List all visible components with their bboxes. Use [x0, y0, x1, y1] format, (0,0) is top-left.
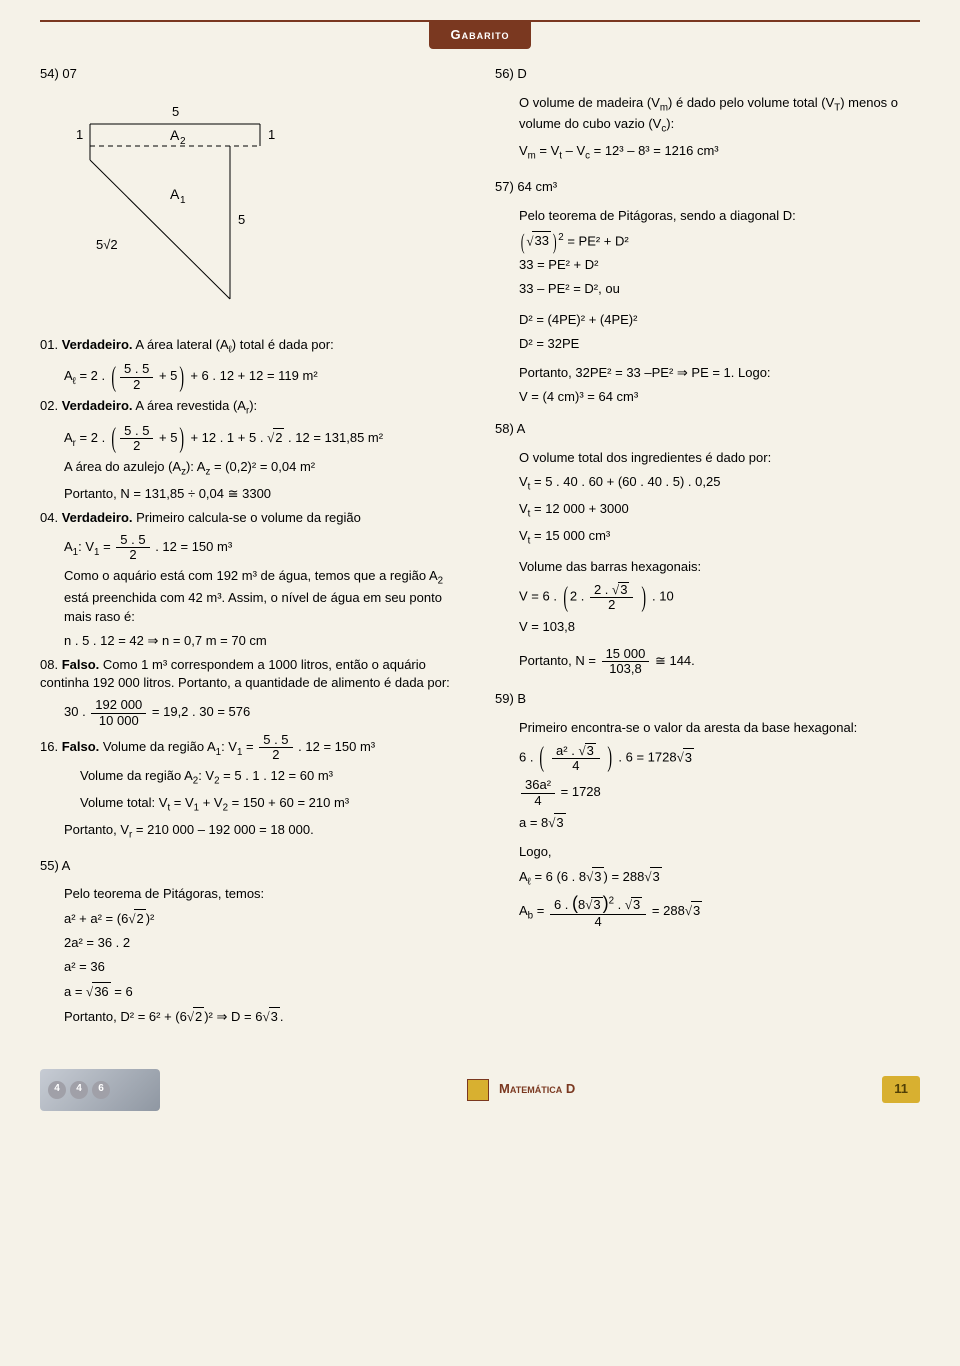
badge-6: 6	[92, 1081, 110, 1099]
q54-portV: Portanto, Vr = 210 000 – 192 000 = 18 00…	[40, 821, 465, 843]
q58-p3: Vt = 12 000 + 3000	[495, 500, 920, 522]
q54-eq08: 30 . 192 00010 000 = 19,2 . 30 = 576	[40, 698, 465, 728]
q54-p04c: n . 5 . 12 = 42 ⇒ n = 0,7 m = 70 cm	[40, 632, 465, 651]
q57-eq1: (√33)2 = PE² + D²	[495, 231, 920, 252]
q58-p2: Vt = 5 . 40 . 60 + (60 . 40 . 5) . 0,25	[495, 473, 920, 495]
svg-text:2: 2	[180, 136, 186, 147]
q58-number: 58) A	[495, 420, 920, 439]
q57-number: 57) 64 cm³	[495, 178, 920, 197]
q55-p4: a² = 36	[40, 958, 465, 977]
q59-eq4: Aℓ = 6 (6 . 8√3) = 288√3	[495, 867, 920, 890]
subject-label: Matemática D	[499, 1080, 575, 1099]
left-column: 54) 07 1 5 1 A2 A1 5 5√2 01. Verdadeiro	[40, 65, 465, 1032]
q54-eq02: Ar = 2 . (5 . 52 + 5) + 12 . 1 + 5 . √2 …	[40, 424, 465, 454]
q56-number: 56) D	[495, 65, 920, 84]
q59-p2: Logo,	[495, 843, 920, 862]
q58-p4: Vt = 15 000 cm³	[495, 527, 920, 549]
q57-p2: 33 = PE² + D²	[495, 256, 920, 275]
lbl-A2: A	[170, 127, 180, 143]
lbl-A1: A	[170, 186, 180, 202]
page-footer: 4 4 6 Matemática D 11	[40, 1062, 920, 1125]
q54-02: 02. Verdadeiro. A área revestida (Ar):	[40, 397, 465, 419]
right-column: 56) D O volume de madeira (Vm) é dado pe…	[495, 65, 920, 1032]
q54-number: 54) 07	[40, 65, 465, 84]
logo-icon	[467, 1079, 489, 1101]
header-bar: Gabarito	[40, 20, 920, 65]
q54-01: 01. Verdadeiro. A área lateral (Aℓ) tota…	[40, 336, 465, 358]
lbl-5-top: 5	[172, 104, 179, 119]
lbl-1-left: 1	[76, 127, 83, 142]
q58-p6: V = 103,8	[495, 618, 920, 637]
q59-number: 59) B	[495, 690, 920, 709]
q57-p1: Pelo teorema de Pitágoras, sendo a diago…	[495, 207, 920, 226]
q55-p3: 2a² = 36 . 2	[40, 934, 465, 953]
q54-eq01: Aℓ = 2 . (5 . 52 + 5) + 6 . 12 + 12 = 11…	[40, 362, 465, 392]
q58-eq5: V = 6 . (2 . 2 . √32 ) . 10	[495, 582, 920, 613]
q55-p2: a² + a² = (6√2)²	[40, 909, 465, 929]
q54-portN: Portanto, N = 131,85 ÷ 0,04 ≅ 3300	[40, 485, 465, 504]
q58-p7: Portanto, N = 15 000103,8 ≅ 144.	[495, 647, 920, 677]
q58-p5: Volume das barras hexagonais:	[495, 558, 920, 577]
q55-p1: Pelo teorema de Pitágoras, temos:	[40, 885, 465, 904]
q54-08: 08. Falso. Como 1 m³ correspondem a 1000…	[40, 656, 465, 694]
badge-4a: 4	[48, 1081, 66, 1099]
content-columns: 54) 07 1 5 1 A2 A1 5 5√2 01. Verdadeiro	[40, 65, 920, 1032]
footer-badge-left: 4 4 6	[40, 1069, 160, 1111]
q58-p1: O volume total dos ingredientes é dado p…	[495, 449, 920, 468]
page-title: Gabarito	[429, 22, 532, 49]
q59-eq5: Ab = 6 . (8√3)2 . √3 4 = 288√3	[495, 894, 920, 929]
q59-eq3: a = 8√3	[495, 813, 920, 833]
q59-eq1: 6 . ( a² . √34 ) . 6 = 1728√3	[495, 743, 920, 774]
figure-q54: 1 5 1 A2 A1 5 5√2	[60, 94, 290, 324]
svg-text:1: 1	[180, 195, 186, 206]
q59-eq2: 36a²4 = 1728	[495, 778, 920, 808]
q57-p6: Portanto, 32PE² = 33 –PE² ⇒ PE = 1. Logo…	[495, 364, 920, 383]
lbl-1-right: 1	[268, 127, 275, 142]
q57-p5: D² = 32PE	[495, 335, 920, 354]
badge-4b: 4	[70, 1081, 88, 1099]
q54-p04a: Como o aquário está com 192 m³ de água, …	[40, 567, 465, 626]
footer-subject: Matemática D	[467, 1079, 575, 1101]
q54-16: 16. Falso. Volume da região A1: V1 = 5 .…	[40, 733, 465, 763]
q55-number: 55) A	[40, 857, 465, 876]
page-number: 11	[882, 1076, 920, 1103]
q54-v16d: Volume total: Vt = V1 + V2 = 150 + 60 = …	[40, 794, 465, 816]
q55-p6: Portanto, D² = 6² + (6√2)² ⇒ D = 6√3.	[40, 1007, 465, 1027]
q57-p3: 33 – PE² = D², ou	[495, 280, 920, 299]
lbl-5-side: 5	[238, 212, 245, 227]
q59-p1: Primeiro encontra-se o valor da aresta d…	[495, 719, 920, 738]
q54-v16a: Volume da região A2: V2 = 5 . 1 . 12 = 6…	[40, 767, 465, 789]
q56-p2: Vm = Vt – Vc = 12³ – 8³ = 1216 cm³	[495, 142, 920, 164]
lbl-hyp: 5√2	[96, 237, 118, 252]
q57-p7: V = (4 cm)³ = 64 cm³	[495, 388, 920, 407]
q54-eq04: A1: V1 = 5 . 52 . 12 = 150 m³	[40, 533, 465, 563]
q56-p1: O volume de madeira (Vm) é dado pelo vol…	[495, 94, 920, 137]
q54-azulejo: A área do azulejo (Az): Az = (0,2)² = 0,…	[40, 458, 465, 480]
q57-p4: D² = (4PE)² + (4PE)²	[495, 311, 920, 330]
q55-p5: a = √36 = 6	[40, 982, 465, 1002]
q54-04: 04. Verdadeiro. Primeiro calcula-se o vo…	[40, 509, 465, 528]
